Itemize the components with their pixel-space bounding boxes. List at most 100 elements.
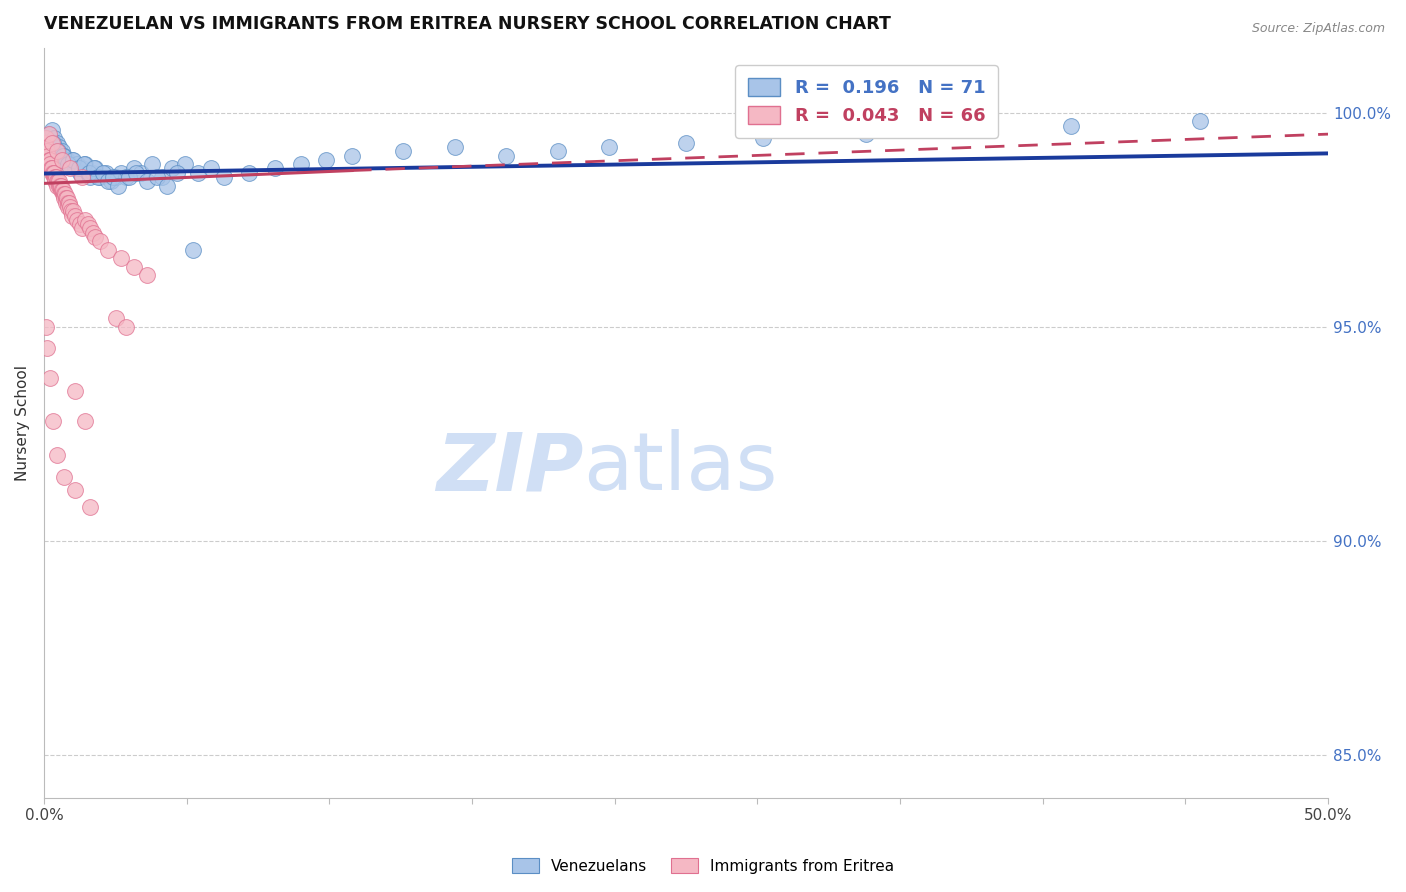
Text: ZIP: ZIP (436, 429, 583, 508)
Point (290, 157, 312, 171)
Point (44, 166, 66, 180)
Point (58, 195, 80, 210)
Point (39, 371, 62, 385)
Point (38, 153, 60, 167)
Point (58, 200, 80, 214)
Text: Source: ZipAtlas.com: Source: ZipAtlas.com (1251, 22, 1385, 36)
Point (49, 178, 72, 193)
Point (79, 221, 101, 235)
Point (135, 174, 157, 188)
Point (957, 123, 980, 137)
Point (52, 187, 75, 202)
Point (48, 140, 70, 154)
Point (495, 148, 517, 162)
Point (122, 260, 145, 274)
Point (181, 243, 204, 257)
Point (66, 212, 89, 227)
Point (122, 161, 145, 176)
Point (45, 174, 67, 188)
Point (79, 169, 101, 184)
Point (100, 174, 122, 188)
Point (264, 161, 287, 176)
Point (42, 166, 65, 180)
Point (135, 268, 157, 283)
Point (91, 166, 114, 180)
Point (84, 230, 107, 244)
Point (131, 166, 153, 180)
Point (72, 161, 94, 176)
Point (62, 204, 84, 219)
Point (35, 145, 58, 159)
Point (110, 166, 132, 180)
Point (58, 200, 80, 214)
Point (156, 178, 179, 193)
Point (87, 169, 110, 184)
Y-axis label: Nursery School: Nursery School (15, 365, 30, 482)
Point (45, 449, 67, 463)
Text: VENEZUELAN VS IMMIGRANTS FROM ERITREA NURSERY SCHOOL CORRELATION CHART: VENEZUELAN VS IMMIGRANTS FROM ERITREA NU… (44, 15, 891, 33)
Point (35, 131, 58, 145)
Point (56, 153, 79, 167)
Point (162, 161, 184, 176)
Point (79, 500, 101, 514)
Point (315, 153, 337, 167)
Point (174, 157, 197, 171)
Point (238, 166, 260, 180)
Point (104, 169, 127, 184)
Point (444, 140, 467, 154)
Point (110, 252, 132, 266)
Point (51, 145, 73, 159)
Point (39, 157, 62, 171)
Point (42, 414, 65, 428)
Point (76, 217, 98, 231)
Point (39, 161, 62, 176)
Point (58, 157, 80, 171)
Point (41, 136, 63, 150)
Point (38, 153, 60, 167)
Point (97, 243, 120, 257)
Point (38, 157, 60, 171)
Point (52, 187, 75, 202)
Point (63, 483, 86, 497)
Point (115, 169, 138, 184)
Point (46, 174, 69, 188)
Point (51, 178, 73, 193)
Point (46, 178, 69, 193)
Point (41, 166, 63, 180)
Point (752, 131, 775, 145)
Point (38, 127, 60, 141)
Point (82, 166, 104, 180)
Point (37, 148, 59, 162)
Point (77, 166, 100, 180)
Point (392, 145, 415, 159)
Point (46, 145, 69, 159)
Point (69, 166, 91, 180)
Point (83, 161, 105, 176)
Point (94, 166, 117, 180)
Point (150, 169, 173, 184)
Point (42, 136, 65, 150)
Point (76, 166, 98, 180)
Point (38, 127, 60, 141)
Point (51, 183, 73, 197)
Point (45, 169, 67, 184)
Point (58, 161, 80, 176)
Point (49, 183, 72, 197)
Point (53, 187, 76, 202)
Point (51, 153, 73, 167)
Legend: R =  0.196   N = 71, R =  0.043   N = 66: R = 0.196 N = 71, R = 0.043 N = 66 (735, 65, 998, 138)
Point (1188, 114, 1211, 128)
Point (72, 169, 94, 184)
Point (45, 136, 67, 150)
Point (62, 153, 84, 167)
Point (212, 169, 235, 184)
Point (166, 166, 188, 180)
Point (84, 161, 107, 176)
Point (35, 341, 58, 355)
Point (73, 157, 96, 171)
Point (141, 157, 163, 171)
Point (58, 157, 80, 171)
Point (97, 174, 120, 188)
Point (56, 191, 79, 205)
Point (67, 161, 90, 176)
